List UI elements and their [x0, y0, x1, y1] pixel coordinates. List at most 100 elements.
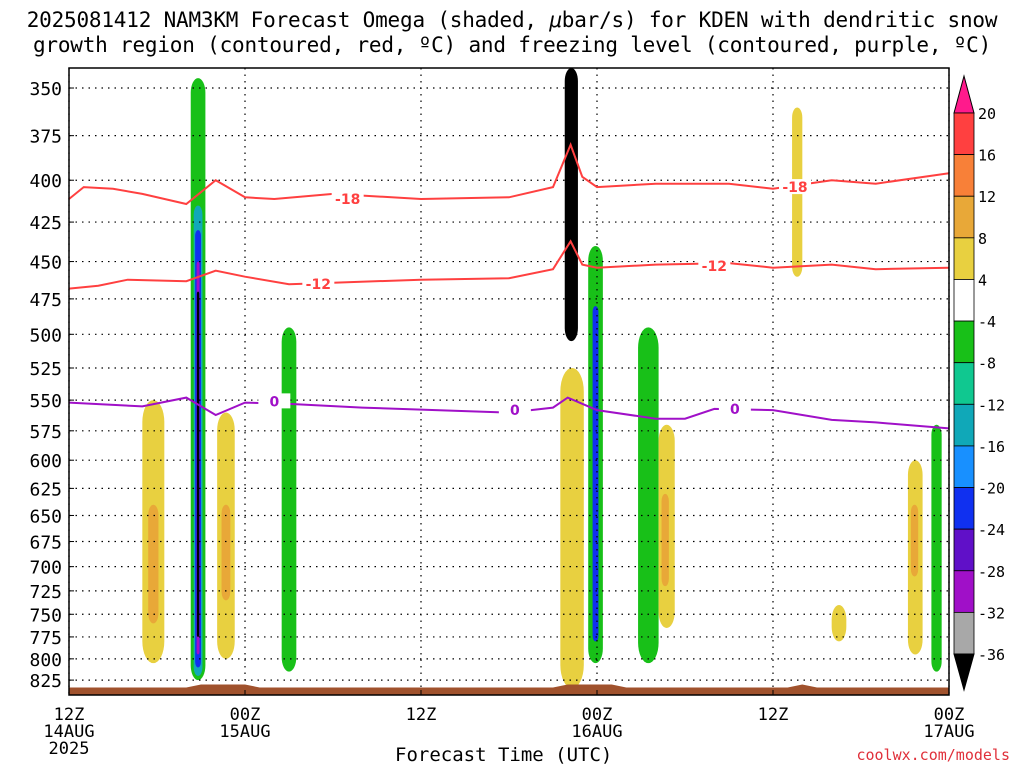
colorbar-band	[953, 362, 975, 405]
isotherm-minus18-label-bg	[331, 190, 364, 206]
omega-region	[281, 327, 297, 672]
x-tick-date-label: 14AUG	[43, 722, 94, 742]
y-tick-label: 525	[29, 359, 62, 380]
y-tick-label: 350	[29, 79, 62, 100]
isotherm-minus12-label: -12	[306, 277, 331, 293]
colorbar-band	[953, 237, 975, 280]
y-tick-label: 575	[29, 422, 62, 443]
omega-region	[638, 327, 659, 664]
y-tick-label: 650	[29, 506, 62, 527]
title-text-b: bar/s) for KDEN with dendritic snow	[561, 8, 998, 32]
colorbar-label: 4	[978, 271, 987, 289]
omega-shading	[142, 68, 942, 689]
colorbar-label: -32	[978, 604, 1005, 622]
colorbar-band	[953, 487, 975, 530]
y-tick-label: 450	[29, 253, 62, 274]
x-tick-date-label: 15AUG	[219, 722, 270, 742]
colorbar-label: -24	[978, 521, 1005, 539]
colorbar-band	[953, 112, 975, 156]
isotherm-minus18-label: -18	[782, 180, 807, 196]
colorbar-label: 8	[978, 230, 987, 248]
title-text-a: 2025081412 NAM3KM Forecast Omega (shaded…	[26, 8, 550, 32]
colorbar-label: 12	[978, 188, 996, 206]
colorbar-band	[953, 279, 975, 322]
colorbar-label: 16	[978, 147, 996, 165]
isotherm-minus12-label: -12	[702, 259, 727, 275]
freezing-level-label: 0	[269, 394, 279, 410]
terrain-layer	[69, 684, 949, 695]
x-tick-label: 00Z	[934, 705, 965, 725]
colorbar: 20 16 12 8 4 -4 -8 -12 -16 -20 -24 -28 -32 -36	[953, 74, 1005, 692]
plot-frame	[68, 67, 950, 696]
freezing-level-label-bg	[258, 393, 291, 409]
y-tick-label: 825	[29, 671, 62, 692]
isotherm-minus18-label: -18	[335, 192, 360, 208]
freezing-level-label-bg	[498, 402, 531, 418]
omega-region	[592, 306, 599, 642]
y-tick-label: 500	[29, 325, 62, 346]
y-tick-label: 675	[29, 533, 62, 554]
x-axis-title: Forecast Time (UTC)	[395, 744, 613, 766]
omega-region	[831, 605, 847, 642]
y-tick-label: 475	[29, 290, 62, 311]
x-tick-date-label: 16AUG	[571, 722, 622, 742]
colorbar-band	[953, 528, 975, 572]
y-tick-label: 775	[29, 628, 62, 649]
y-tick-label: 750	[29, 605, 62, 626]
website-credit: coolwx.com/models	[856, 746, 1010, 764]
omega-region	[221, 504, 231, 601]
chart-title-line-2: growth region (contoured, red, ºC) and f…	[32, 33, 992, 57]
colorbar-label: -4	[978, 313, 996, 331]
colorbar-label: 20	[978, 105, 996, 123]
omega-region	[931, 424, 942, 672]
y-tick-label: 700	[29, 558, 62, 579]
isotherm-minus18-label-bg	[779, 179, 811, 195]
colorbar-bottom-arrow	[953, 653, 975, 692]
x-tick-label: 12Z	[758, 705, 789, 725]
x-tick-label: 12Z	[54, 705, 85, 725]
colorbar-band	[953, 154, 975, 197]
isotherm-minus12-label-bg	[698, 258, 731, 274]
y-tick-label: 625	[29, 479, 62, 500]
isotherm-minus12-label-bg	[302, 276, 335, 292]
freezing-level-label: 0	[510, 403, 520, 419]
freezing-level-label: 0	[730, 402, 740, 418]
y-tick-label: 425	[29, 213, 62, 234]
colorbar-label: -20	[978, 480, 1005, 498]
x-tick-label: 00Z	[582, 705, 613, 725]
colorbar-label: -28	[978, 563, 1005, 581]
temperature-contours: -18 -18 -12 -12 0 0 0	[69, 142, 949, 430]
colorbar-label: -16	[978, 438, 1005, 456]
colorbar-label: -36	[978, 646, 1005, 664]
colorbar-band	[953, 611, 975, 655]
y-tick-label: 400	[29, 171, 62, 192]
colorbar-label: -12	[978, 396, 1005, 414]
y-tick-label: 600	[29, 451, 62, 472]
y-tick-label: 725	[29, 582, 62, 603]
freezing-level-label-bg	[718, 400, 751, 416]
colorbar-band	[953, 403, 975, 447]
x-tick-label: 12Z	[406, 705, 437, 725]
x-tick-label: 00Z	[230, 705, 261, 725]
y-tick-label: 800	[29, 650, 62, 671]
chart-title-line-1: 2025081412 NAM3KM Forecast Omega (shaded…	[0, 8, 1024, 32]
omega-region	[148, 504, 159, 624]
freezing-level-line	[69, 396, 949, 430]
omega-region	[196, 291, 200, 637]
isotherm-minus12-line	[69, 239, 949, 290]
colorbar-band	[953, 195, 975, 239]
x-tick-year-label: 2025	[49, 739, 90, 759]
omega-region	[910, 504, 919, 577]
x-tick-date-label: 17AUG	[923, 722, 974, 742]
omega-region	[661, 493, 669, 587]
omega-region	[564, 68, 578, 342]
y-tick-label: 550	[29, 391, 62, 412]
title-mu-symbol: μ	[549, 8, 562, 32]
colorbar-label: -8	[978, 355, 996, 373]
colorbar-band	[953, 320, 975, 364]
colorbar-band	[953, 570, 975, 613]
terrain-fill	[69, 684, 949, 695]
y-tick-label: 375	[29, 127, 62, 148]
